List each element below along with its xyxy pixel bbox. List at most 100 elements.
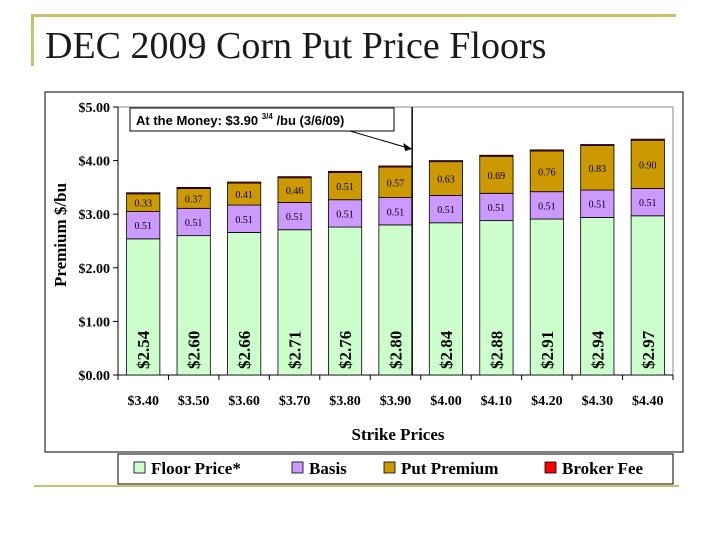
bar-broker-fee-segment (176, 186, 211, 189)
chart-frame (44, 91, 684, 453)
x-tick-label: $4.20 (531, 394, 563, 409)
y-axis: $0.00 $1.00 $2.00 $3.00 $4.00 $5.00 (79, 101, 119, 384)
legend-swatch (544, 461, 557, 474)
put-premium-data-label: 0.41 (235, 190, 253, 201)
bar-broker-fee-segment (227, 181, 262, 184)
bar-broker-fee-segment (378, 165, 413, 168)
annotation-text: At the Money: $3.90 3/4 /bu (3/6/09) (136, 112, 344, 128)
put-premium-data-label: 0.76 (538, 167, 556, 178)
x-tick-label: $4.40 (632, 394, 664, 409)
bar-broker-fee-segment (630, 138, 665, 141)
bars-group: $2.54 0.51 0.33 $2.60 0.51 0.37 $2.66 0.51 0.41 $… (126, 138, 665, 376)
basis-data-label: 0.51 (336, 209, 354, 220)
bar-basis-segment (277, 202, 312, 231)
bar-basis-segment (227, 204, 262, 233)
put-premium-data-label: 0.57 (387, 178, 405, 189)
x-tick-label: $3.40 (127, 394, 159, 409)
bar-broker-fee-segment (428, 160, 464, 163)
bar-put-premium-segment (529, 150, 564, 193)
put-premium-data-label: 0.69 (488, 171, 506, 182)
legend-box (117, 453, 674, 485)
floor-price-data-label: $2.60 (185, 331, 204, 369)
bar-floor-price-segment (327, 226, 363, 376)
floor-price-data-label: $2.54 (134, 330, 153, 369)
x-tick-label: $4.30 (582, 394, 614, 409)
bar-floor-price-segment (378, 224, 413, 376)
y-axis-title: Premium $/bu (51, 183, 70, 287)
accent-bar-horizontal (31, 14, 676, 17)
floor-price-data-label: $2.97 (639, 330, 658, 369)
legend-swatch (291, 461, 304, 474)
x-tick-label: $3.90 (380, 394, 412, 409)
floor-price-data-label: $2.76 (336, 331, 355, 369)
basis-data-label: 0.51 (538, 201, 556, 212)
y-tick-label: $1.00 (79, 315, 111, 330)
bar-floor-price-segment (227, 232, 262, 376)
bar-broker-fee-segment (529, 149, 564, 152)
annotation-group: At the Money: $3.90 3/4 /bu (3/6/09) (129, 107, 413, 375)
y-tick-label: $0.00 (79, 369, 111, 384)
put-premium-data-label: 0.46 (286, 186, 304, 197)
legend-swatch (383, 461, 396, 474)
basis-data-label: 0.51 (639, 198, 657, 209)
bar-basis-segment (327, 199, 363, 228)
slide-title: DEC 2009 Corn Put Price Floors (45, 25, 547, 67)
basis-data-label: 0.51 (185, 218, 203, 229)
floor-price-data-label: $2.94 (588, 330, 607, 369)
annotation-pointer-line (349, 130, 409, 149)
legend-label: Floor Price* (151, 459, 241, 478)
x-tick-label: $3.70 (279, 394, 311, 409)
floor-price-data-label: $2.91 (538, 331, 557, 369)
bar-put-premium-segment (479, 155, 514, 194)
basis-data-label: 0.51 (235, 215, 253, 226)
bar-floor-price-segment (479, 220, 514, 376)
bar-put-premium-segment (277, 177, 312, 203)
bar-broker-fee-segment (126, 192, 161, 195)
bar-floor-price-segment (529, 218, 564, 376)
bar-broker-fee-segment (277, 176, 312, 179)
basis-data-label: 0.51 (488, 203, 506, 214)
y-tick-label: $4.00 (79, 155, 111, 170)
put-premium-data-label: 0.83 (589, 164, 607, 175)
bar-put-premium-segment (630, 139, 665, 189)
put-premium-data-label: 0.63 (437, 175, 455, 186)
x-axis-title: Strike Prices (352, 425, 445, 444)
annotation-arrowhead (403, 143, 413, 151)
x-tick-label: $4.00 (430, 394, 462, 409)
bar-floor-price-segment (176, 235, 211, 376)
put-premium-data-label: 0.33 (134, 199, 152, 210)
basis-data-label: 0.51 (134, 221, 152, 232)
legend-label: Basis (309, 459, 347, 478)
x-tick-label: $4.10 (481, 394, 513, 409)
floor-price-data-label: $2.80 (387, 331, 406, 369)
bar-put-premium-segment (378, 166, 413, 198)
basis-data-label: 0.51 (286, 212, 304, 223)
put-premium-data-label: 0.37 (185, 194, 203, 205)
put-premium-data-label: 0.51 (336, 182, 354, 193)
x-tick-label: $3.80 (329, 394, 361, 409)
annotation-box (129, 107, 395, 132)
accent-bar-bottom (34, 485, 679, 487)
legend-label: Put Premium (401, 459, 498, 478)
bar-basis-segment (176, 207, 211, 237)
bar-put-premium-segment (428, 161, 464, 196)
bar-broker-fee-segment (580, 144, 615, 146)
accent-bar-vertical (31, 14, 34, 66)
bar-broker-fee-segment (327, 170, 363, 173)
bar-basis-segment (529, 191, 564, 220)
floor-price-data-label: $2.66 (235, 331, 254, 369)
floor-price-data-label: $2.71 (286, 331, 305, 369)
legend: Floor Price* Basis Put Premium Broker Fee (117, 453, 674, 485)
y-tick-label: $3.00 (79, 208, 111, 223)
basis-data-label: 0.51 (589, 200, 607, 211)
bar-put-premium-segment (327, 171, 363, 201)
floor-price-data-label: $2.84 (437, 330, 456, 369)
y-tick-label: $2.00 (79, 262, 111, 277)
bar-put-premium-segment (580, 145, 615, 191)
put-premium-data-label: 0.90 (639, 160, 657, 171)
bar-floor-price-segment (277, 229, 312, 376)
x-axis: $3.40 $3.50 $3.60 $3.70 $3.80 $3.90 $4.00 $4.10… (117, 374, 674, 409)
bar-basis-segment (479, 192, 514, 222)
x-tick-label: $3.50 (178, 394, 210, 409)
